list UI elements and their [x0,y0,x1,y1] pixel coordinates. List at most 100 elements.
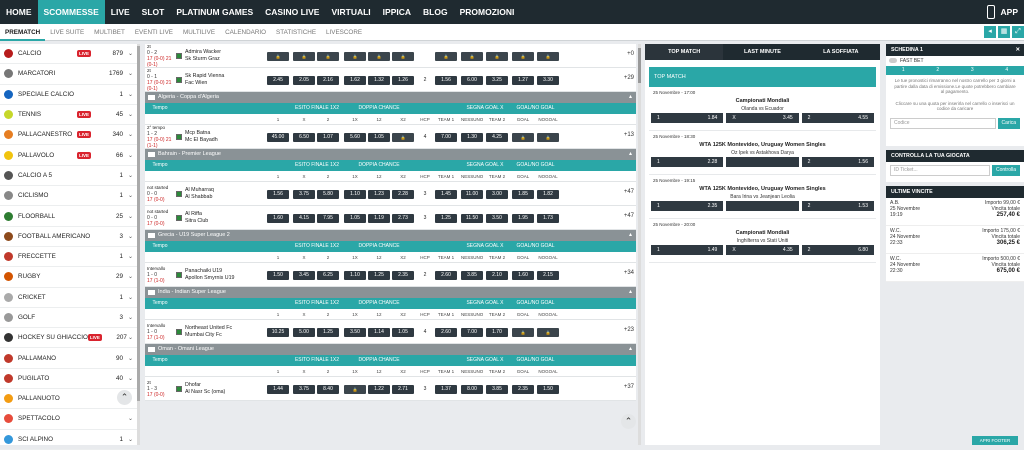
lock-icon[interactable]: 🔒 [537,52,559,61]
odds-button[interactable]: 1.60 [512,271,534,280]
nav-blog[interactable]: BLOG [417,0,454,24]
odds-button[interactable]: 4.15 [293,214,315,223]
open-footer-button[interactable]: APRI FOOTER [972,436,1018,445]
odds-button[interactable]: 45.00 [267,133,289,142]
odds-button[interactable]: 2.73 [392,214,414,223]
chevron-up-icon[interactable]: ▴ [629,149,632,160]
nav-casino-live[interactable]: CASINO LIVE [259,0,325,24]
scroll-up-button[interactable]: ⌃ [117,390,132,405]
odds-button[interactable]: 2.05 [293,76,315,85]
league-header[interactable]: Grecia - U19 Super League 2▴ [145,230,636,241]
lock-icon[interactable]: 🔒 [461,52,483,61]
lock-icon[interactable]: 🔒 [344,52,366,61]
odds-button[interactable]: 6.25 [317,271,339,280]
odds-button[interactable]: 1.26 [392,76,414,85]
more-markets-link[interactable]: +47 [624,189,634,195]
odds-button[interactable]: 1.05 [368,133,390,142]
lock-icon[interactable]: 🔒 [512,52,534,61]
odds-button[interactable]: 1.19 [368,214,390,223]
nav-ippica[interactable]: IPPICA [377,0,417,24]
odds-button[interactable]: 1.45 [435,190,457,199]
odds-button[interactable]: 2.15 [537,271,559,280]
odds-button[interactable]: 1.73 [537,214,559,223]
lock-icon[interactable]: 🔒 [317,52,339,61]
odds-button[interactable]: 2.45 [267,76,289,85]
nav-slot[interactable]: SLOT [136,0,171,24]
odds-button[interactable]: 1.23 [368,190,390,199]
odds-button[interactable]: 1.10 [344,190,366,199]
odds-button[interactable]: 5.60 [344,133,366,142]
step-2[interactable]: 2 [921,66,956,75]
lock-icon[interactable]: 🔒 [267,52,289,61]
odds-button[interactable]: 1.62 [344,76,366,85]
odds-button[interactable]: 3.00 [486,190,508,199]
odds-button[interactable]: 4.25 [486,133,508,142]
odds-button[interactable]: 1.22 [368,385,390,394]
more-markets-link[interactable]: +37 [624,384,634,390]
odds-button[interactable]: 1.85 [512,190,534,199]
lock-icon[interactable]: 🔒 [512,133,534,142]
code-input[interactable]: Codice [890,118,996,129]
odds-button[interactable]: 1.50 [537,385,559,394]
lock-icon[interactable]: 🔒 [344,385,366,394]
odds-button[interactable]: 7.00 [435,133,457,142]
subnav-livescore[interactable]: LIVESCORE [321,24,367,41]
odds-button[interactable]: 8.40 [317,385,339,394]
odds-button[interactable]: 2.28 [392,190,414,199]
odds-button[interactable]: 1.25 [317,328,339,337]
nav-platinum-games[interactable]: PLATINUM GAMES [170,0,259,24]
more-markets-link[interactable]: +23 [624,327,634,333]
app-link[interactable]: APP [987,0,1018,24]
grid-view-icon[interactable]: ▦ [998,26,1010,38]
odds-button[interactable]: 8.00 [461,385,483,394]
nav-scommesse[interactable]: SCOMMESSE [38,0,105,24]
tab-la-soffiata[interactable]: LA SOFFIATA [802,44,880,60]
chevron-up-icon[interactable]: ▴ [629,344,632,355]
more-markets-link[interactable]: +13 [624,132,634,138]
event-teams[interactable]: Inghilterra vs Stati Uniti [649,238,876,244]
sidebar-item-spettacolo[interactable]: SPETTACOLO⌄ [0,409,137,429]
league-header[interactable]: India - Indian Super League▴ [145,287,636,298]
events-scroll-thumb[interactable] [638,48,641,83]
lock-icon[interactable]: 🔒 [537,328,559,337]
subnav-live-suite[interactable]: LIVE SUITE [45,24,89,41]
odds-button[interactable]: 3.85 [461,271,483,280]
league-header[interactable]: Bahrain - Premier League▴ [145,149,636,160]
odds-button[interactable]: 1.14 [368,328,390,337]
scroll-up-button-events[interactable]: ⌃ [621,414,636,429]
odds-x-button[interactable] [726,157,798,167]
odds-button[interactable]: 1.44 [267,385,289,394]
check-button[interactable]: Controlla [992,165,1020,176]
odds-button[interactable]: 2.35 [512,385,534,394]
odds-button[interactable]: 2.60 [435,328,457,337]
league-header[interactable]: Oman - Omani League▴ [145,344,636,355]
odds-button[interactable]: 3.75 [293,385,315,394]
nav-live[interactable]: LIVE [105,0,136,24]
sidebar-scroll-thumb[interactable] [137,46,140,401]
odds-x-button[interactable] [726,201,798,211]
odds-button[interactable]: 1.32 [368,76,390,85]
odds-button[interactable]: 1.25 [435,214,457,223]
odds-button[interactable]: 1.60 [267,214,289,223]
more-markets-link[interactable]: +34 [624,270,634,276]
subnav-eventi-live[interactable]: EVENTI LIVE [130,24,178,41]
nav-home[interactable]: HOME [0,0,38,24]
odds-button[interactable]: 1.37 [435,385,457,394]
odds-button[interactable]: 5.80 [317,190,339,199]
odds-button[interactable]: 1.05 [344,214,366,223]
